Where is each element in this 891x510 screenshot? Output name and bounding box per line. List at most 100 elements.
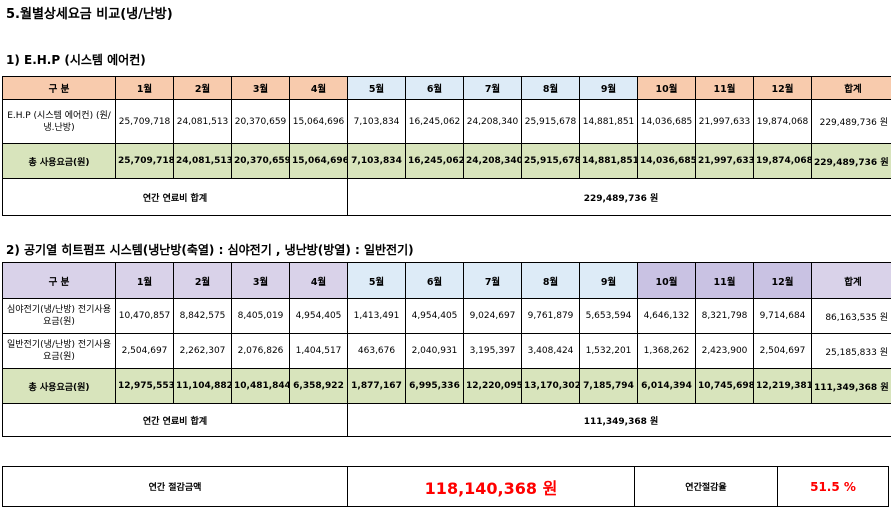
sum-cell: 12,975,553	[115, 368, 174, 404]
cell: 10,470,857	[115, 298, 174, 334]
sum-cell: 14,881,851	[579, 143, 638, 179]
cell: 9,714,684	[753, 298, 812, 334]
table-row: 일반전기(냉/난방) 전기사용요금(원) 2,504,697 2,262,307…	[2, 333, 891, 369]
header-month: 4월	[289, 262, 348, 299]
annual-value: 111,349,368 원	[347, 403, 891, 437]
annual-value: 229,489,736 원	[347, 178, 891, 216]
sum-label: 총 사용요금(원)	[2, 143, 116, 179]
savings-table: 연간 절감금액 118,140,368 원 연간절감율 51.5 %	[2, 466, 889, 507]
row-label: 심야전기(냉/난방) 전기사용요금(원)	[2, 298, 116, 334]
sum-cell: 10,481,844	[231, 368, 290, 404]
row-total: 229,489,736 원	[811, 99, 891, 144]
cell: 1,368,262	[637, 333, 696, 369]
header-month: 9월	[579, 262, 638, 299]
header-month: 10월	[637, 262, 696, 299]
header-month: 1월	[115, 76, 174, 100]
header-month: 7월	[463, 262, 522, 299]
sum-cell: 6,014,394	[637, 368, 696, 404]
header-row: 구 분 1월 2월 3월 4월 5월 6월 7월 8월 9월 10월 11월 1…	[2, 76, 891, 100]
header-label: 구 분	[2, 262, 116, 299]
savings-row: 연간 절감금액 118,140,368 원 연간절감율 51.5 %	[2, 466, 889, 507]
sum-cell: 6,995,336	[405, 368, 464, 404]
section2-title: 2) 공기열 히트펌프 시스템(냉난방(축열) : 심야전기 , 냉난방(방열)…	[6, 243, 414, 257]
cell: 8,405,019	[231, 298, 290, 334]
sum-cell: 25,709,718	[115, 143, 174, 179]
sum-row: 총 사용요금(원) 12,975,553 11,104,882 10,481,8…	[2, 368, 891, 404]
sum-cell: 7,185,794	[579, 368, 638, 404]
header-month: 12월	[753, 76, 812, 100]
header-month: 9월	[579, 76, 638, 100]
sum-cell: 24,208,340	[463, 143, 522, 179]
cell: 21,997,633	[695, 99, 754, 144]
table-row: 심야전기(냉/난방) 전기사용요금(원) 10,470,857 8,842,57…	[2, 298, 891, 334]
sum-cell: 14,036,685	[637, 143, 696, 179]
sum-cell: 16,245,062	[405, 143, 464, 179]
cell: 4,954,405	[405, 298, 464, 334]
header-month: 2월	[173, 76, 232, 100]
sum-cell: 25,915,678	[521, 143, 580, 179]
header-month: 6월	[405, 262, 464, 299]
cell: 2,423,900	[695, 333, 754, 369]
ehp-table: 구 분 1월 2월 3월 4월 5월 6월 7월 8월 9월 10월 11월 1…	[2, 76, 891, 216]
cell: 2,504,697	[115, 333, 174, 369]
annual-row: 연간 연료비 합계 111,349,368 원	[2, 403, 891, 437]
cell: 8,321,798	[695, 298, 754, 334]
cell: 2,504,697	[753, 333, 812, 369]
cell: 4,646,132	[637, 298, 696, 334]
cell: 463,676	[347, 333, 406, 369]
row-label: E.H.P (시스템 에어컨) (원/냉.난방)	[2, 99, 116, 144]
savings-rate: 51.5 %	[777, 466, 889, 507]
sum-cell: 11,104,882	[173, 368, 232, 404]
header-label: 구 분	[2, 76, 116, 100]
table-row: E.H.P (시스템 에어컨) (원/냉.난방) 25,709,718 24,0…	[2, 99, 891, 144]
header-month: 2월	[173, 262, 232, 299]
header-month: 12월	[753, 262, 812, 299]
header-month: 3월	[231, 262, 290, 299]
header-month: 10월	[637, 76, 696, 100]
sum-cell: 10,745,698	[695, 368, 754, 404]
heatpump-table: 구 분 1월 2월 3월 4월 5월 6월 7월 8월 9월 10월 11월 1…	[2, 262, 891, 437]
sum-cell: 12,220,095	[463, 368, 522, 404]
header-row: 구 분 1월 2월 3월 4월 5월 6월 7월 8월 9월 10월 11월 1…	[2, 262, 891, 299]
cell: 9,024,697	[463, 298, 522, 334]
cell: 2,076,826	[231, 333, 290, 369]
sum-cell: 7,103,834	[347, 143, 406, 179]
savings-label: 연간 절감금액	[2, 466, 348, 507]
row-label: 일반전기(냉/난방) 전기사용요금(원)	[2, 333, 116, 369]
header-month: 8월	[521, 262, 580, 299]
header-month: 3월	[231, 76, 290, 100]
cell: 2,040,931	[405, 333, 464, 369]
section1-title: 1) E.H.P (시스템 에어컨)	[6, 53, 146, 67]
header-month: 4월	[289, 76, 348, 100]
header-month: 5월	[347, 76, 406, 100]
sum-cell: 21,997,633	[695, 143, 754, 179]
header-total: 합계	[811, 76, 891, 100]
cell: 20,370,659	[231, 99, 290, 144]
cell: 14,881,851	[579, 99, 638, 144]
row-total: 25,185,833 원	[811, 333, 891, 369]
header-month: 1월	[115, 262, 174, 299]
header-month: 11월	[695, 76, 754, 100]
savings-amount: 118,140,368 원	[347, 466, 635, 507]
sum-cell: 15,064,696	[289, 143, 348, 179]
sum-row: 총 사용요금(원) 25,709,718 24,081,513 20,370,6…	[2, 143, 891, 179]
cell: 5,653,594	[579, 298, 638, 334]
cell: 1,413,491	[347, 298, 406, 334]
sum-cell: 6,358,922	[289, 368, 348, 404]
sum-total: 111,349,368 원	[811, 368, 891, 404]
cell: 25,915,678	[521, 99, 580, 144]
sum-cell: 1,877,167	[347, 368, 406, 404]
cell: 24,208,340	[463, 99, 522, 144]
header-month: 5월	[347, 262, 406, 299]
cell: 4,954,405	[289, 298, 348, 334]
sum-cell: 24,081,513	[173, 143, 232, 179]
annual-row: 연간 연료비 합계 229,489,736 원	[2, 178, 891, 216]
annual-label: 연간 연료비 합계	[2, 178, 348, 216]
cell: 19,874,068	[753, 99, 812, 144]
annual-label: 연간 연료비 합계	[2, 403, 348, 437]
cell: 25,709,718	[115, 99, 174, 144]
header-total: 합계	[811, 262, 891, 299]
cell: 1,404,517	[289, 333, 348, 369]
cell: 1,532,201	[579, 333, 638, 369]
cell: 14,036,685	[637, 99, 696, 144]
